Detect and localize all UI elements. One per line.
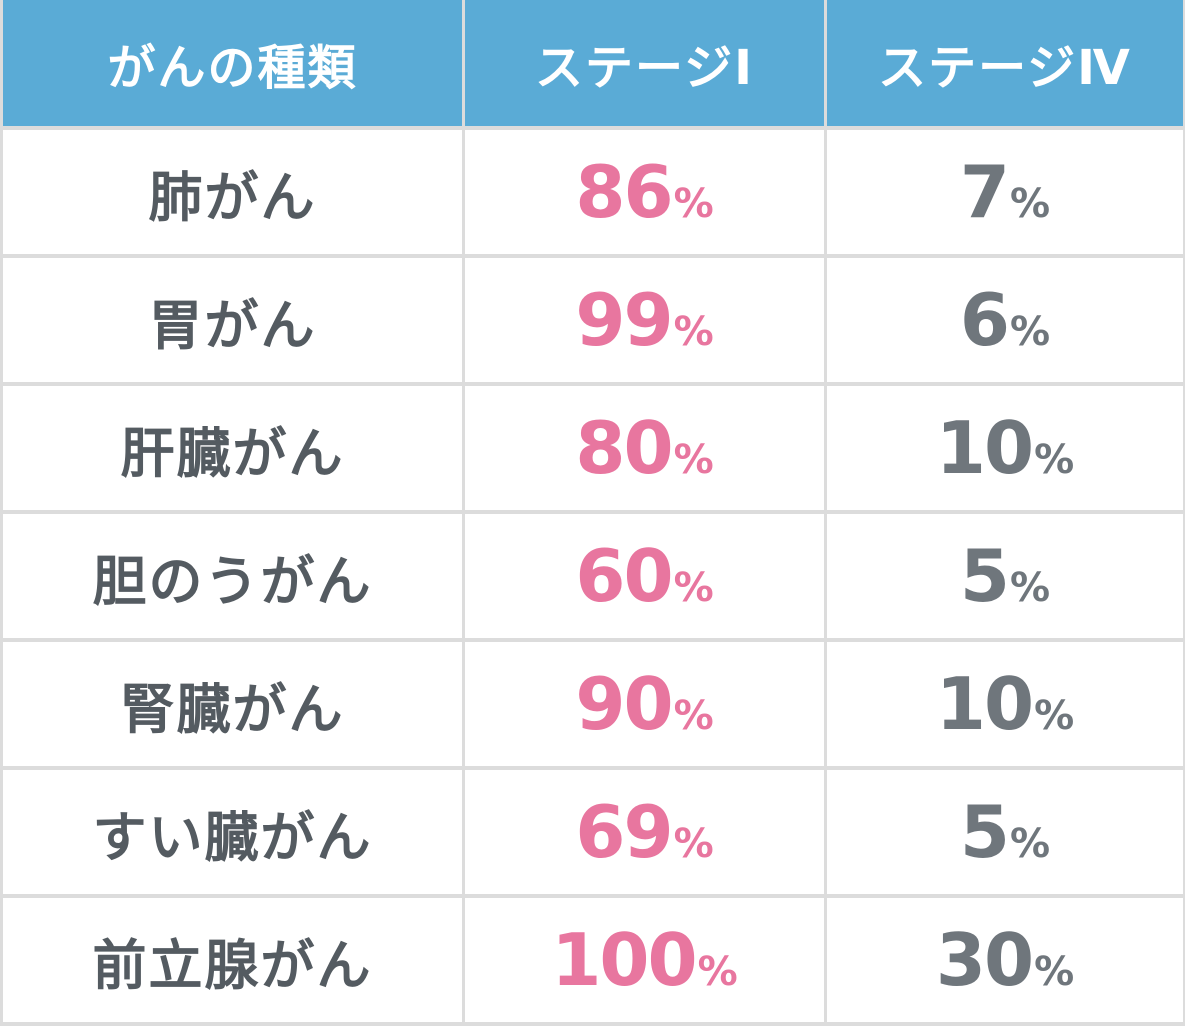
stage-1-value: 90% (575, 668, 713, 740)
stage-4-value-cell: 10% (827, 642, 1183, 766)
percent-sign: % (1010, 565, 1051, 611)
header-stage-1: ステージⅠ (465, 0, 824, 126)
percent-sign: % (673, 309, 714, 355)
cancer-type-cell: 胃がん (3, 258, 462, 382)
percent-sign: % (1010, 821, 1051, 867)
cancer-type-cell: 腎臓がん (3, 642, 462, 766)
stage-4-number: 5 (959, 534, 1010, 618)
cancer-type-cell: すい臓がん (3, 770, 462, 894)
stage-4-number: 6 (959, 278, 1010, 362)
stage-4-value: 10% (936, 412, 1074, 484)
stage-1-value: 80% (575, 412, 713, 484)
stage-1-value: 100% (551, 924, 737, 996)
stage-1-number: 99 (575, 278, 673, 362)
stage-1-value-cell: 100% (465, 898, 824, 1022)
cancer-type-label: 腎臓がん (120, 677, 345, 741)
stage-1-number: 60 (575, 534, 673, 618)
stage-1-number: 90 (575, 662, 673, 746)
stage-4-value-cell: 5% (827, 770, 1183, 894)
stage-4-value-cell: 10% (827, 386, 1183, 510)
stage-4-number: 10 (935, 406, 1034, 490)
percent-sign: % (697, 949, 738, 995)
stage-1-value: 60% (575, 540, 713, 612)
stage-4-value-cell: 30% (827, 898, 1183, 1022)
stage-4-value: 6% (960, 284, 1050, 356)
stage-1-value: 99% (575, 284, 713, 356)
percent-sign: % (1010, 181, 1051, 227)
stage-1-value-cell: 69% (465, 770, 824, 894)
cancer-type-cell: 肝臓がん (3, 386, 462, 510)
stage-1-value-cell: 99% (465, 258, 824, 382)
table-grid: がんの種類 ステージⅠ ステージⅣ 肺がん 86% 7% 胃がん 99% 6% 肝臓がん 80… (3, 0, 1183, 1023)
stage-4-value: 5% (960, 796, 1050, 868)
stage-4-value: 10% (936, 668, 1074, 740)
cancer-type-label: すい臓がん (92, 805, 373, 869)
percent-sign: % (1034, 693, 1075, 739)
header-cancer-type: がんの種類 (3, 0, 462, 126)
stage-1-number: 69 (575, 790, 673, 874)
cancer-type-label: 肝臓がん (120, 421, 345, 485)
stage-1-value: 69% (575, 796, 713, 868)
percent-sign: % (1034, 949, 1075, 995)
stage-1-number: 80 (575, 406, 673, 490)
stage-4-number: 7 (959, 150, 1010, 234)
header-stage-4: ステージⅣ (827, 0, 1183, 126)
stage-1-value: 86% (575, 156, 713, 228)
cancer-type-label: 肺がん (148, 165, 317, 229)
percent-sign: % (673, 437, 714, 483)
cancer-type-cell: 胆のうがん (3, 514, 462, 638)
percent-sign: % (673, 181, 714, 227)
percent-sign: % (673, 565, 714, 611)
cancer-type-label: 胃がん (148, 293, 317, 357)
stage-4-value-cell: 7% (827, 130, 1183, 254)
percent-sign: % (673, 693, 714, 739)
stage-4-value: 5% (960, 540, 1050, 612)
percent-sign: % (1010, 309, 1051, 355)
stage-4-value-cell: 5% (827, 514, 1183, 638)
percent-sign: % (1034, 437, 1075, 483)
stage-4-number: 5 (959, 790, 1010, 874)
cancer-type-cell: 肺がん (3, 130, 462, 254)
stage-1-value-cell: 80% (465, 386, 824, 510)
stage-4-value: 7% (960, 156, 1050, 228)
stage-4-value-cell: 6% (827, 258, 1183, 382)
cancer-type-cell: 前立腺がん (3, 898, 462, 1022)
percent-sign: % (673, 821, 714, 867)
cancer-type-label: 前立腺がん (92, 933, 373, 997)
cancer-type-label: 胆のうがん (92, 549, 373, 613)
stage-1-number: 86 (575, 150, 673, 234)
stage-1-number: 100 (551, 918, 697, 1002)
stage-1-value-cell: 60% (465, 514, 824, 638)
stage-4-number: 30 (935, 918, 1034, 1002)
stage-4-value: 30% (936, 924, 1074, 996)
stage-1-value-cell: 90% (465, 642, 824, 766)
stage-4-number: 10 (935, 662, 1034, 746)
stage-1-value-cell: 86% (465, 130, 824, 254)
